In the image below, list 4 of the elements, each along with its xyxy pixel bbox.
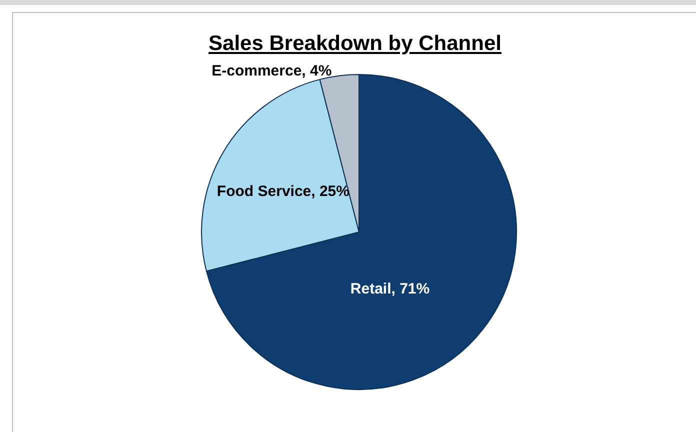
slice-label: Food Service, 25% [216,183,350,200]
chart-title: Sales Breakdown by Channel [208,32,502,56]
slice-label: E-commerce, 4% [212,62,332,80]
slice-label: Retail, 71% [350,280,430,298]
